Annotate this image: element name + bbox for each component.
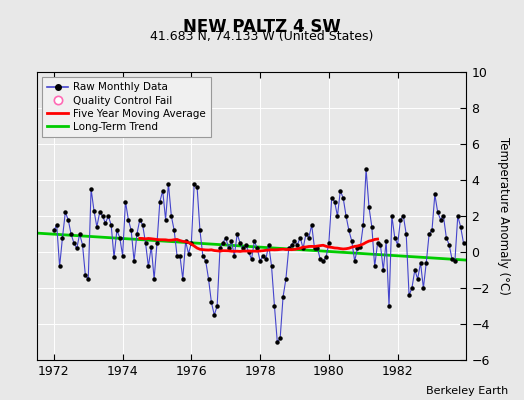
Legend: Raw Monthly Data, Quality Control Fail, Five Year Moving Average, Long-Term Tren: Raw Monthly Data, Quality Control Fail, … bbox=[42, 77, 211, 137]
Y-axis label: Temperature Anomaly (°C): Temperature Anomaly (°C) bbox=[497, 137, 510, 295]
Text: NEW PALTZ 4 SW: NEW PALTZ 4 SW bbox=[183, 18, 341, 36]
Text: 41.683 N, 74.133 W (United States): 41.683 N, 74.133 W (United States) bbox=[150, 30, 374, 43]
Text: Berkeley Earth: Berkeley Earth bbox=[426, 386, 508, 396]
